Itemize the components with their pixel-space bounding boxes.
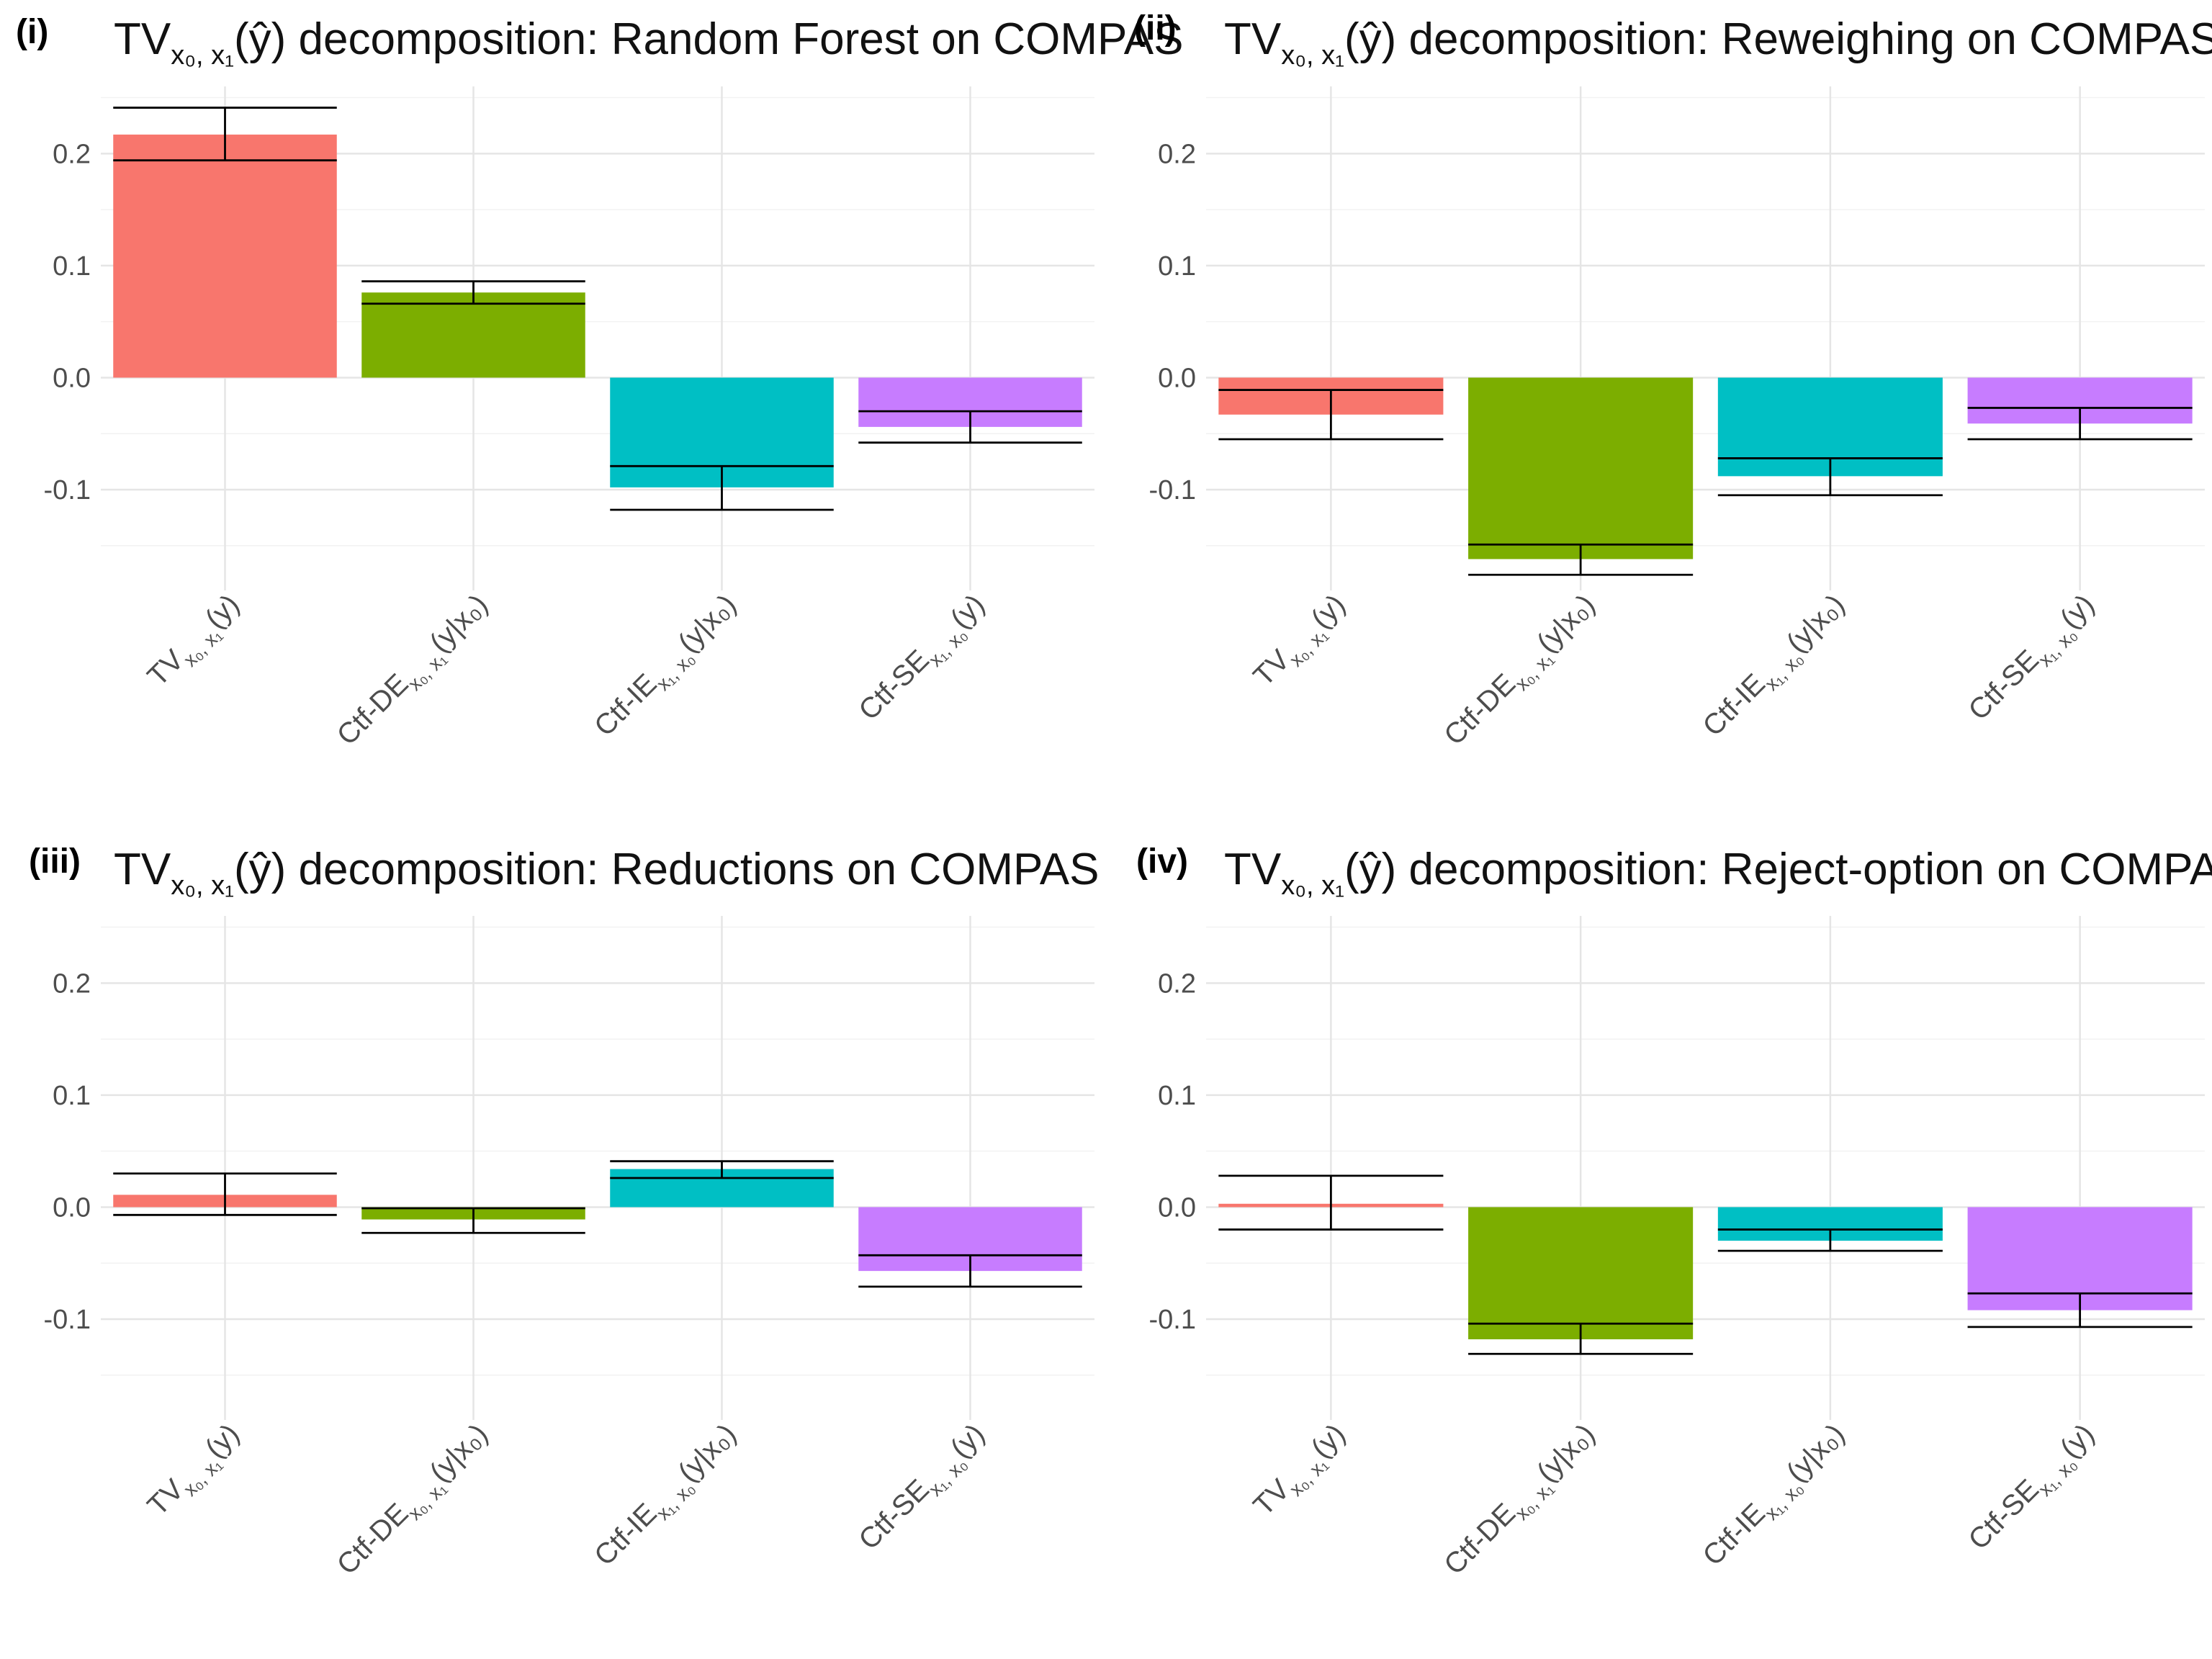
error-bar [1468, 543, 1694, 576]
x-tick-label: Ctf-IEx₁, x₀(y|x₀) [1697, 588, 1856, 747]
panel-1: 0.2 0.1 0.0 -0.1 TVx₀, x₁(y) Ctf-DEx₀, x₁(y|x… [16, 13, 1184, 756]
x-tick-label: Ctf-IEx₁, x₀(y|x₀) [588, 588, 747, 747]
x-tick-label: Ctf-DEx₀, x₁(y|x₀) [331, 1418, 499, 1586]
bar-de [361, 292, 585, 378]
y-tick-label: 0.2 [1158, 139, 1196, 169]
panel-tag: (iii) [29, 842, 81, 881]
y-tick-label: 0.1 [53, 251, 91, 282]
error-bar [113, 1172, 337, 1216]
panel-3: 0.2 0.1 0.0 -0.1 TVx₀, x₁(y) Ctf-DEx₀, x₁(y|x… [29, 842, 1099, 1586]
x-tick-label: TVx₀, x₁(y) [142, 1418, 251, 1527]
y-tick-label: -0.1 [1149, 1305, 1196, 1335]
y-tick-label: 0.2 [1158, 968, 1196, 999]
error-bar [610, 1160, 834, 1179]
error-bar [858, 1254, 1082, 1288]
y-tick-label: 0.1 [53, 1081, 91, 1111]
error-bar [361, 280, 585, 305]
error-bar [610, 464, 834, 511]
y-tick-label: 0.1 [1158, 251, 1196, 282]
y-tick-label: 0.0 [1158, 1192, 1196, 1223]
x-tick-label: TVx₀, x₁(y) [1247, 588, 1356, 697]
y-tick-label: 0.2 [53, 139, 91, 169]
error-bar [1717, 457, 1943, 497]
bar-tv [113, 134, 337, 378]
y-tick-label: 0.1 [1158, 1081, 1196, 1111]
panel-title: TVx₀, x₁(ŷ) decomposition: Random Forest… [114, 14, 1184, 71]
x-tick-label: Ctf-DEx₀, x₁(y|x₀) [1438, 588, 1606, 756]
panel-4: 0.2 0.1 0.0 -0.1 TVx₀, x₁(y) Ctf-DEx₀, x₁(y|x… [1136, 842, 2212, 1586]
y-tick-label: 0.0 [1158, 363, 1196, 393]
error-bar [1967, 407, 2193, 441]
panel-2: 0.2 0.1 0.0 -0.1 TVx₀, x₁(y) Ctf-DEx₀, x₁(y|x… [1134, 9, 2212, 756]
panel-tag: (iv) [1136, 842, 1188, 881]
error-bar [1218, 389, 1444, 441]
bar-de [1468, 1207, 1694, 1339]
error-bar [361, 1207, 585, 1234]
x-tick-label: Ctf-DEx₀, x₁(y|x₀) [331, 588, 499, 756]
y-tick-label: -0.1 [44, 1305, 91, 1335]
panel-title: TVx₀, x₁(ŷ) decomposition: Reductions on… [114, 845, 1099, 901]
error-bar [858, 410, 1082, 444]
panel-tag: (i) [16, 13, 48, 51]
panel-title: TVx₀, x₁(ŷ) decomposition: Reject-option… [1224, 845, 2212, 901]
x-tick-label: Ctf-SEx₁, x₀(y) [1963, 1418, 2105, 1560]
x-tick-label: Ctf-SEx₁, x₀(y) [853, 1418, 995, 1560]
error-bar [1468, 1322, 1694, 1355]
error-bar [1967, 1292, 2193, 1328]
y-tick-label: 0.2 [53, 968, 91, 999]
error-bar [1717, 1228, 1943, 1252]
x-tick-label: Ctf-SEx₁, x₀(y) [853, 588, 995, 731]
x-tick-label: Ctf-IEx₁, x₀(y|x₀) [1697, 1418, 1856, 1576]
error-bar [1218, 1174, 1444, 1231]
bar-de [1468, 377, 1694, 559]
y-tick-label: -0.1 [1149, 475, 1196, 505]
x-tick-label: TVx₀, x₁(y) [1247, 1418, 1356, 1527]
y-tick-label: 0.0 [53, 1192, 91, 1223]
y-tick-label: 0.0 [53, 363, 91, 393]
x-tick-label: Ctf-DEx₀, x₁(y|x₀) [1438, 1418, 1606, 1586]
x-tick-label: Ctf-SEx₁, x₀(y) [1963, 588, 2105, 731]
panel-title: TVx₀, x₁(ŷ) decomposition: Reweighing on… [1224, 14, 2212, 71]
x-tick-label: TVx₀, x₁(y) [142, 588, 251, 697]
x-tick-label: Ctf-IEx₁, x₀(y|x₀) [588, 1418, 747, 1576]
y-tick-label: -0.1 [44, 475, 91, 505]
error-bar [113, 107, 337, 162]
panel-tag: (ii) [1134, 9, 1177, 48]
